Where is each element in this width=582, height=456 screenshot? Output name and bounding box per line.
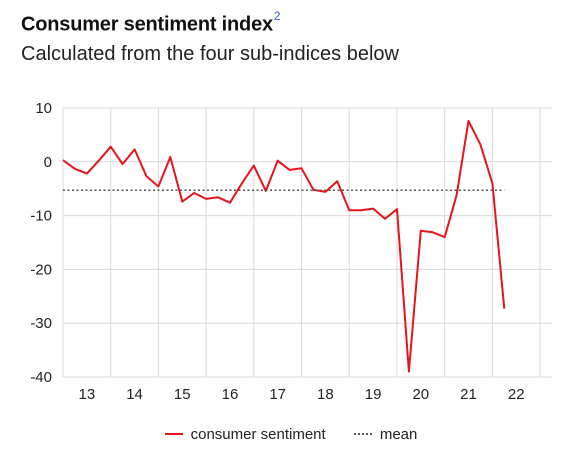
chart-subtitle: Calculated from the four sub-indices bel…: [21, 43, 399, 65]
chart-plot: 10 0 -10 -20 -30 -40 13 14 15 16 17 18 19 20 21 22: [30, 100, 552, 403]
y-tick-label: -30: [30, 315, 52, 332]
title-footnote[interactable]: 2: [273, 9, 281, 23]
legend-item-mean[interactable]: mean: [353, 425, 418, 443]
x-tick-label: 17: [269, 386, 286, 403]
x-tick-label: 18: [317, 386, 334, 403]
consumer-sentiment-line: [62, 119, 506, 373]
x-tick-label: 13: [79, 386, 96, 403]
legend-label-consumer-sentiment: consumer sentiment: [190, 425, 326, 443]
legend: consumer sentiment mean: [0, 422, 582, 443]
x-tick-label: 14: [126, 386, 143, 403]
x-tick-label: 21: [460, 386, 477, 403]
legend-swatch-mean: [353, 433, 372, 435]
y-tick-label: -20: [30, 261, 52, 278]
y-tick-label: 0: [44, 154, 52, 171]
x-tick-label: 20: [412, 386, 429, 403]
chart-title-text: Consumer sentiment index: [21, 13, 273, 36]
legend-swatch-consumer-sentiment: [164, 433, 183, 435]
y-tick-label: 10: [35, 100, 52, 117]
chart-title: Consumer sentiment index2: [21, 9, 281, 37]
y-tick-label: -40: [30, 369, 52, 386]
y-tick-label: -10: [30, 208, 52, 225]
x-tick-label: 16: [222, 386, 239, 403]
legend-item-consumer-sentiment[interactable]: consumer sentiment: [164, 425, 326, 443]
x-tick-label: 15: [174, 386, 191, 403]
x-tick-label: 19: [365, 386, 382, 403]
legend-label-mean: mean: [379, 425, 418, 443]
x-tick-label: 22: [508, 386, 525, 403]
